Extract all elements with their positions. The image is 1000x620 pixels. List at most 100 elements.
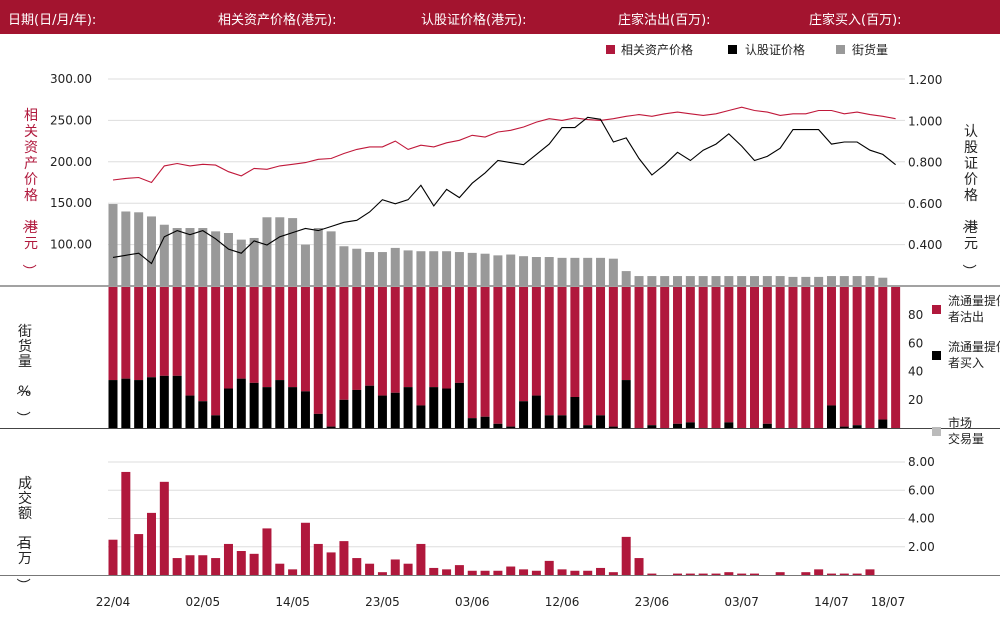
mm-buy-bar <box>108 380 118 428</box>
panel1-right-tick-label: 0.600 <box>908 197 942 211</box>
mm-buy-bar <box>519 401 529 428</box>
mm-sell-bar <box>673 287 683 424</box>
outstanding-bar <box>390 247 400 286</box>
outstanding-bar <box>519 256 529 286</box>
turnover-bar <box>313 543 323 575</box>
warrant-price-line <box>112 116 896 265</box>
mm-buy-bar <box>544 415 554 428</box>
x-tick-label: 18/07 <box>871 595 906 609</box>
mm-buy-bar <box>236 378 246 428</box>
outstanding-bar <box>429 251 439 286</box>
outstanding-bar <box>698 276 708 286</box>
outstanding-bars <box>108 204 888 286</box>
outstanding-bar <box>211 231 221 286</box>
mm-buy-bar <box>493 423 503 428</box>
legend-mm-sell-label: 流通量提供者沽出 <box>948 293 1000 324</box>
turnover-bar <box>185 555 195 575</box>
mm-sell-bar <box>583 287 593 426</box>
outstanding-bar <box>724 276 734 286</box>
turnover-bar <box>480 570 490 575</box>
outstanding-bar <box>801 276 811 286</box>
mm-sell-bar <box>172 287 182 376</box>
turnover-bar <box>275 563 285 575</box>
mm-buy-bar <box>146 377 156 428</box>
mm-buy-bar <box>852 425 862 428</box>
mm-sell-bar <box>467 287 477 419</box>
mm-sell-bar <box>454 287 464 383</box>
mm-sell-bar <box>891 287 901 428</box>
turnover-bar <box>352 558 362 575</box>
mm-sell-bar <box>146 287 156 378</box>
outstanding-bar <box>775 276 785 286</box>
mm-sell-bar <box>788 287 798 428</box>
mm-sell-bar <box>608 287 618 427</box>
mm-buy-bar <box>416 405 426 428</box>
outstanding-bar <box>108 204 118 286</box>
mm-buy-bar <box>608 426 618 428</box>
turnover-bar <box>583 570 593 575</box>
mm-sell-bar <box>300 287 310 392</box>
panel3-tick-label: 6.00 <box>908 483 935 497</box>
outstanding-bar <box>852 276 862 286</box>
outstanding-bar <box>685 276 695 286</box>
turnover-bar <box>775 572 785 575</box>
panel3-tick-label: 8.00 <box>908 455 935 469</box>
turnover-bar <box>249 553 259 575</box>
outstanding-bar <box>339 246 349 286</box>
outstanding-bar <box>313 228 323 286</box>
mm-sell-bar <box>442 287 452 389</box>
mm-buy-bar <box>198 401 208 428</box>
mm-buy-bar <box>673 423 683 428</box>
turnover-bar <box>134 534 144 575</box>
mm-buy-bar <box>403 387 413 428</box>
mm-buy-bar <box>313 413 323 428</box>
mm-buy-bar <box>583 425 593 428</box>
turnover-bar <box>570 570 580 575</box>
mm-sell-bar <box>159 287 169 376</box>
turnover-bar <box>839 573 849 575</box>
turnover-bars <box>108 471 875 575</box>
turnover-bar <box>493 570 503 575</box>
mm-sell-bar <box>480 287 490 417</box>
mm-buy-bar <box>878 419 888 428</box>
outstanding-bar <box>172 228 182 286</box>
outstanding-bar <box>275 217 285 286</box>
gridlines <box>108 78 905 548</box>
panel1-right-axis-title: 认股证价格（港元） <box>960 124 978 278</box>
turnover-bar <box>198 555 208 575</box>
mm-sell-bar <box>288 287 298 388</box>
turnover-bar <box>698 573 708 575</box>
header-date-label: 日期(日/月/年): <box>8 13 97 28</box>
x-tick-label: 14/05 <box>275 595 310 609</box>
turnover-bar <box>557 569 567 575</box>
outstanding-bar <box>403 250 413 286</box>
mm-sell-bar <box>262 287 272 388</box>
outstanding-bar <box>531 257 541 286</box>
mm-sell-bar <box>570 287 580 397</box>
outstanding-bar <box>750 276 759 286</box>
legend-mm-buy-swatch <box>932 351 941 360</box>
outstanding-bar <box>377 252 387 286</box>
header-mm-sell-label: 庄家沽出(百万): <box>618 13 711 28</box>
outstanding-bar <box>878 277 888 286</box>
outstanding-bar <box>493 255 503 286</box>
mm-buy-bar <box>506 426 516 428</box>
x-tick-label: 23/05 <box>365 595 400 609</box>
turnover-bar <box>326 552 336 575</box>
mm-buy-bar <box>339 399 349 428</box>
outstanding-bar <box>198 228 208 286</box>
outstanding-bar <box>262 217 272 286</box>
asset-price-line <box>112 106 896 184</box>
x-tick-label: 22/04 <box>96 595 131 609</box>
mm-sell-bar <box>519 287 529 402</box>
outstanding-bar <box>634 276 644 286</box>
mm-buy-bar <box>390 392 400 428</box>
legend-asset-swatch <box>606 45 615 54</box>
x-tick-label: 03/06 <box>455 595 490 609</box>
header-asset-price-label: 相关资产价格(港元): <box>218 13 337 28</box>
mm-sell-bar <box>365 287 375 386</box>
outstanding-bar <box>236 239 246 286</box>
panel1-left-axis-title: 相关资产价格（港元） <box>20 108 38 278</box>
outstanding-bar <box>711 276 721 286</box>
outstanding-bar <box>480 253 490 286</box>
